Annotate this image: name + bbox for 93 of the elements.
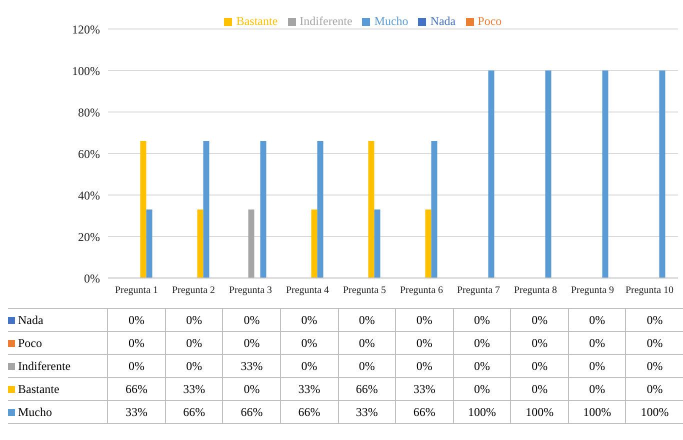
data-label: 0% xyxy=(452,378,510,400)
data-label: 0% xyxy=(222,332,280,354)
data-label: 66% xyxy=(338,378,396,400)
data-label: 33% xyxy=(107,401,165,423)
data-label: 0% xyxy=(510,378,568,400)
data-label: 0% xyxy=(395,332,453,354)
data-label: 0% xyxy=(222,378,280,400)
data-label: 33% xyxy=(280,378,338,400)
y-tick-label: 60% xyxy=(78,146,100,161)
text: Indiferente xyxy=(18,358,71,372)
x-tick-label: Pregunta 1 xyxy=(114,285,158,296)
y-tick-label: 0% xyxy=(84,271,100,286)
legend-label: Indiferente xyxy=(300,14,352,28)
x-tick-label: Pregunta 9 xyxy=(570,285,614,296)
bar xyxy=(374,210,380,278)
data-label: 0% xyxy=(338,355,396,377)
data-label: 0% xyxy=(625,309,683,331)
x-tick-label: Pregunta 3 xyxy=(228,285,272,296)
text: Nada xyxy=(18,312,44,326)
bar xyxy=(317,141,324,278)
data-label: 0% xyxy=(452,355,510,377)
data-label: 0% xyxy=(395,355,453,377)
bar xyxy=(368,141,374,278)
legend-label: Poco xyxy=(478,14,502,28)
text: Poco xyxy=(18,336,42,350)
bar xyxy=(602,70,608,278)
data-label: 0% xyxy=(338,309,396,331)
data-label: 0% xyxy=(107,355,165,377)
x-tick-label: Pregunta 5 xyxy=(342,285,386,296)
bar xyxy=(431,141,438,278)
bar xyxy=(425,210,432,278)
data-label: 33% xyxy=(164,378,222,400)
data-label: 0% xyxy=(395,309,453,331)
data-label: 0% xyxy=(280,332,338,354)
text: Mucho xyxy=(18,404,52,418)
bar xyxy=(248,210,254,278)
x-tick-label: Pregunta 10 xyxy=(625,285,674,296)
data-label: 0% xyxy=(625,355,683,377)
x-tick-label: Pregunta 7 xyxy=(456,285,500,296)
legend-label: Mucho xyxy=(374,14,408,28)
y-tick-label: 20% xyxy=(78,230,100,244)
bar xyxy=(197,210,204,278)
data-label: 0% xyxy=(452,309,510,331)
data-label: 0% xyxy=(510,309,568,331)
bar xyxy=(659,70,666,278)
data-label: 66% xyxy=(280,401,338,423)
y-tick-label: 120% xyxy=(72,22,100,36)
data-label: 0% xyxy=(510,332,568,354)
data-label: 0% xyxy=(625,378,683,400)
bar xyxy=(488,70,494,278)
data-label: 33% xyxy=(338,401,396,423)
x-tick-label: Pregunta 8 xyxy=(514,285,558,296)
data-label: 0% xyxy=(568,332,626,354)
y-tick-label: 100% xyxy=(72,64,100,78)
x-tick-label: Pregunta 2 xyxy=(172,285,216,296)
data-label: 66% xyxy=(107,378,165,400)
x-tick-label: Pregunta 4 xyxy=(286,285,330,296)
data-label: 0% xyxy=(568,355,626,377)
bar xyxy=(545,70,552,278)
data-label: 33% xyxy=(222,355,280,377)
data-label: 0% xyxy=(452,332,510,354)
bar xyxy=(260,141,266,278)
bar xyxy=(203,141,210,278)
data-label: 0% xyxy=(280,355,338,377)
data-label: 66% xyxy=(222,401,280,423)
data-label: 0% xyxy=(164,309,222,331)
data-label: 0% xyxy=(338,332,396,354)
data-label: 33% xyxy=(395,378,453,400)
x-tick-label: Pregunta 6 xyxy=(400,285,444,296)
data-label: 100% xyxy=(510,401,568,423)
data-label: 0% xyxy=(568,309,626,331)
y-tick-label: 40% xyxy=(78,188,100,202)
data-label: 100% xyxy=(568,401,626,423)
legend-label: Bastante xyxy=(236,14,278,28)
bar xyxy=(311,210,318,278)
data-label: 0% xyxy=(164,332,222,354)
text: Bastante xyxy=(18,382,60,396)
y-tick-label: 80% xyxy=(78,105,100,120)
data-label: 100% xyxy=(625,401,683,423)
data-label: 66% xyxy=(164,401,222,423)
bar xyxy=(140,141,146,278)
data-label: 0% xyxy=(164,355,222,377)
data-label: 0% xyxy=(107,332,165,354)
data-label: 0% xyxy=(625,332,683,354)
data-label: 66% xyxy=(395,401,453,423)
data-label: 0% xyxy=(107,309,165,331)
legend-label: Nada xyxy=(430,14,456,28)
data-label: 0% xyxy=(222,309,280,331)
data-label: 0% xyxy=(280,309,338,331)
data-label: 100% xyxy=(452,401,510,423)
bar xyxy=(146,210,152,278)
data-label: 0% xyxy=(510,355,568,377)
data-label: 0% xyxy=(568,378,626,400)
